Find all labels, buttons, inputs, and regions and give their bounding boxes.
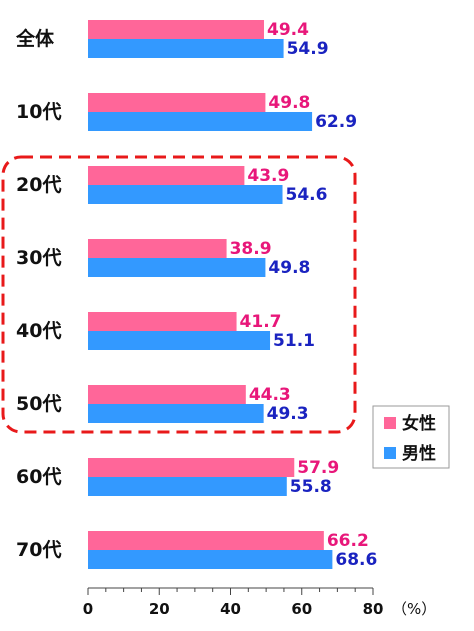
value-label-female: 57.9: [297, 458, 339, 478]
bar-male: [88, 331, 271, 350]
value-label-male: 49.8: [268, 258, 310, 278]
value-label-female: 44.3: [249, 385, 291, 405]
bar-female: [88, 20, 264, 39]
category-label: 30代: [16, 247, 61, 269]
value-label-male: 55.8: [290, 477, 332, 497]
category-labels: 全体 10代 20代 30代 40代 50代 60代 70代: [15, 27, 61, 561]
value-label-female: 41.7: [240, 312, 282, 332]
x-tick-label: 0: [83, 600, 93, 618]
value-label-female: 49.8: [268, 93, 310, 113]
value-labels: 49.454.949.862.943.954.638.949.841.751.1…: [230, 20, 378, 570]
bar-male: [88, 112, 313, 131]
category-label: 60代: [16, 466, 61, 488]
legend: 女性 男性: [372, 405, 450, 469]
bar-female: [88, 312, 237, 331]
value-label-female: 49.4: [267, 20, 309, 40]
bar-female: [88, 458, 295, 477]
bar-female: [88, 531, 324, 550]
bars: [88, 20, 333, 569]
category-label: 20代: [16, 174, 61, 196]
x-tick-label: 20: [149, 600, 170, 618]
bar-female: [88, 93, 266, 112]
value-label-female: 38.9: [230, 239, 272, 259]
x-axis: 0 20 40 60 80 （%）: [83, 587, 436, 618]
bar-female: [88, 385, 246, 404]
legend-swatch-female: [384, 417, 396, 429]
bar-male: [88, 258, 266, 277]
value-label-male: 51.1: [273, 331, 315, 351]
legend-swatch-male: [384, 447, 396, 459]
category-label: 50代: [16, 393, 61, 415]
x-tick-label: 40: [220, 600, 241, 618]
x-tick-label: 60: [291, 600, 312, 618]
x-unit-label: （%）: [392, 600, 436, 618]
bar-male: [88, 39, 284, 58]
bar-male: [88, 185, 283, 204]
category-label: 全体: [15, 27, 55, 50]
highlight-box: [1, 155, 357, 434]
value-label-male: 54.6: [286, 185, 328, 205]
legend-label-male: 男性: [402, 443, 436, 464]
value-label-female: 43.9: [247, 166, 289, 186]
value-label-male: 49.3: [267, 404, 309, 424]
x-tick-label: 80: [363, 600, 384, 618]
category-label: 70代: [16, 539, 61, 561]
legend-label-female: 女性: [402, 413, 436, 434]
value-label-female: 66.2: [327, 531, 369, 551]
value-label-male: 54.9: [287, 39, 329, 59]
bar-male: [88, 404, 264, 423]
value-label-male: 68.6: [335, 550, 377, 570]
bar-female: [88, 166, 245, 185]
category-label: 10代: [16, 101, 61, 123]
bar-male: [88, 477, 287, 496]
bar-female: [88, 239, 227, 258]
category-label: 40代: [16, 320, 61, 342]
value-label-male: 62.9: [315, 112, 357, 132]
bar-male: [88, 550, 333, 569]
